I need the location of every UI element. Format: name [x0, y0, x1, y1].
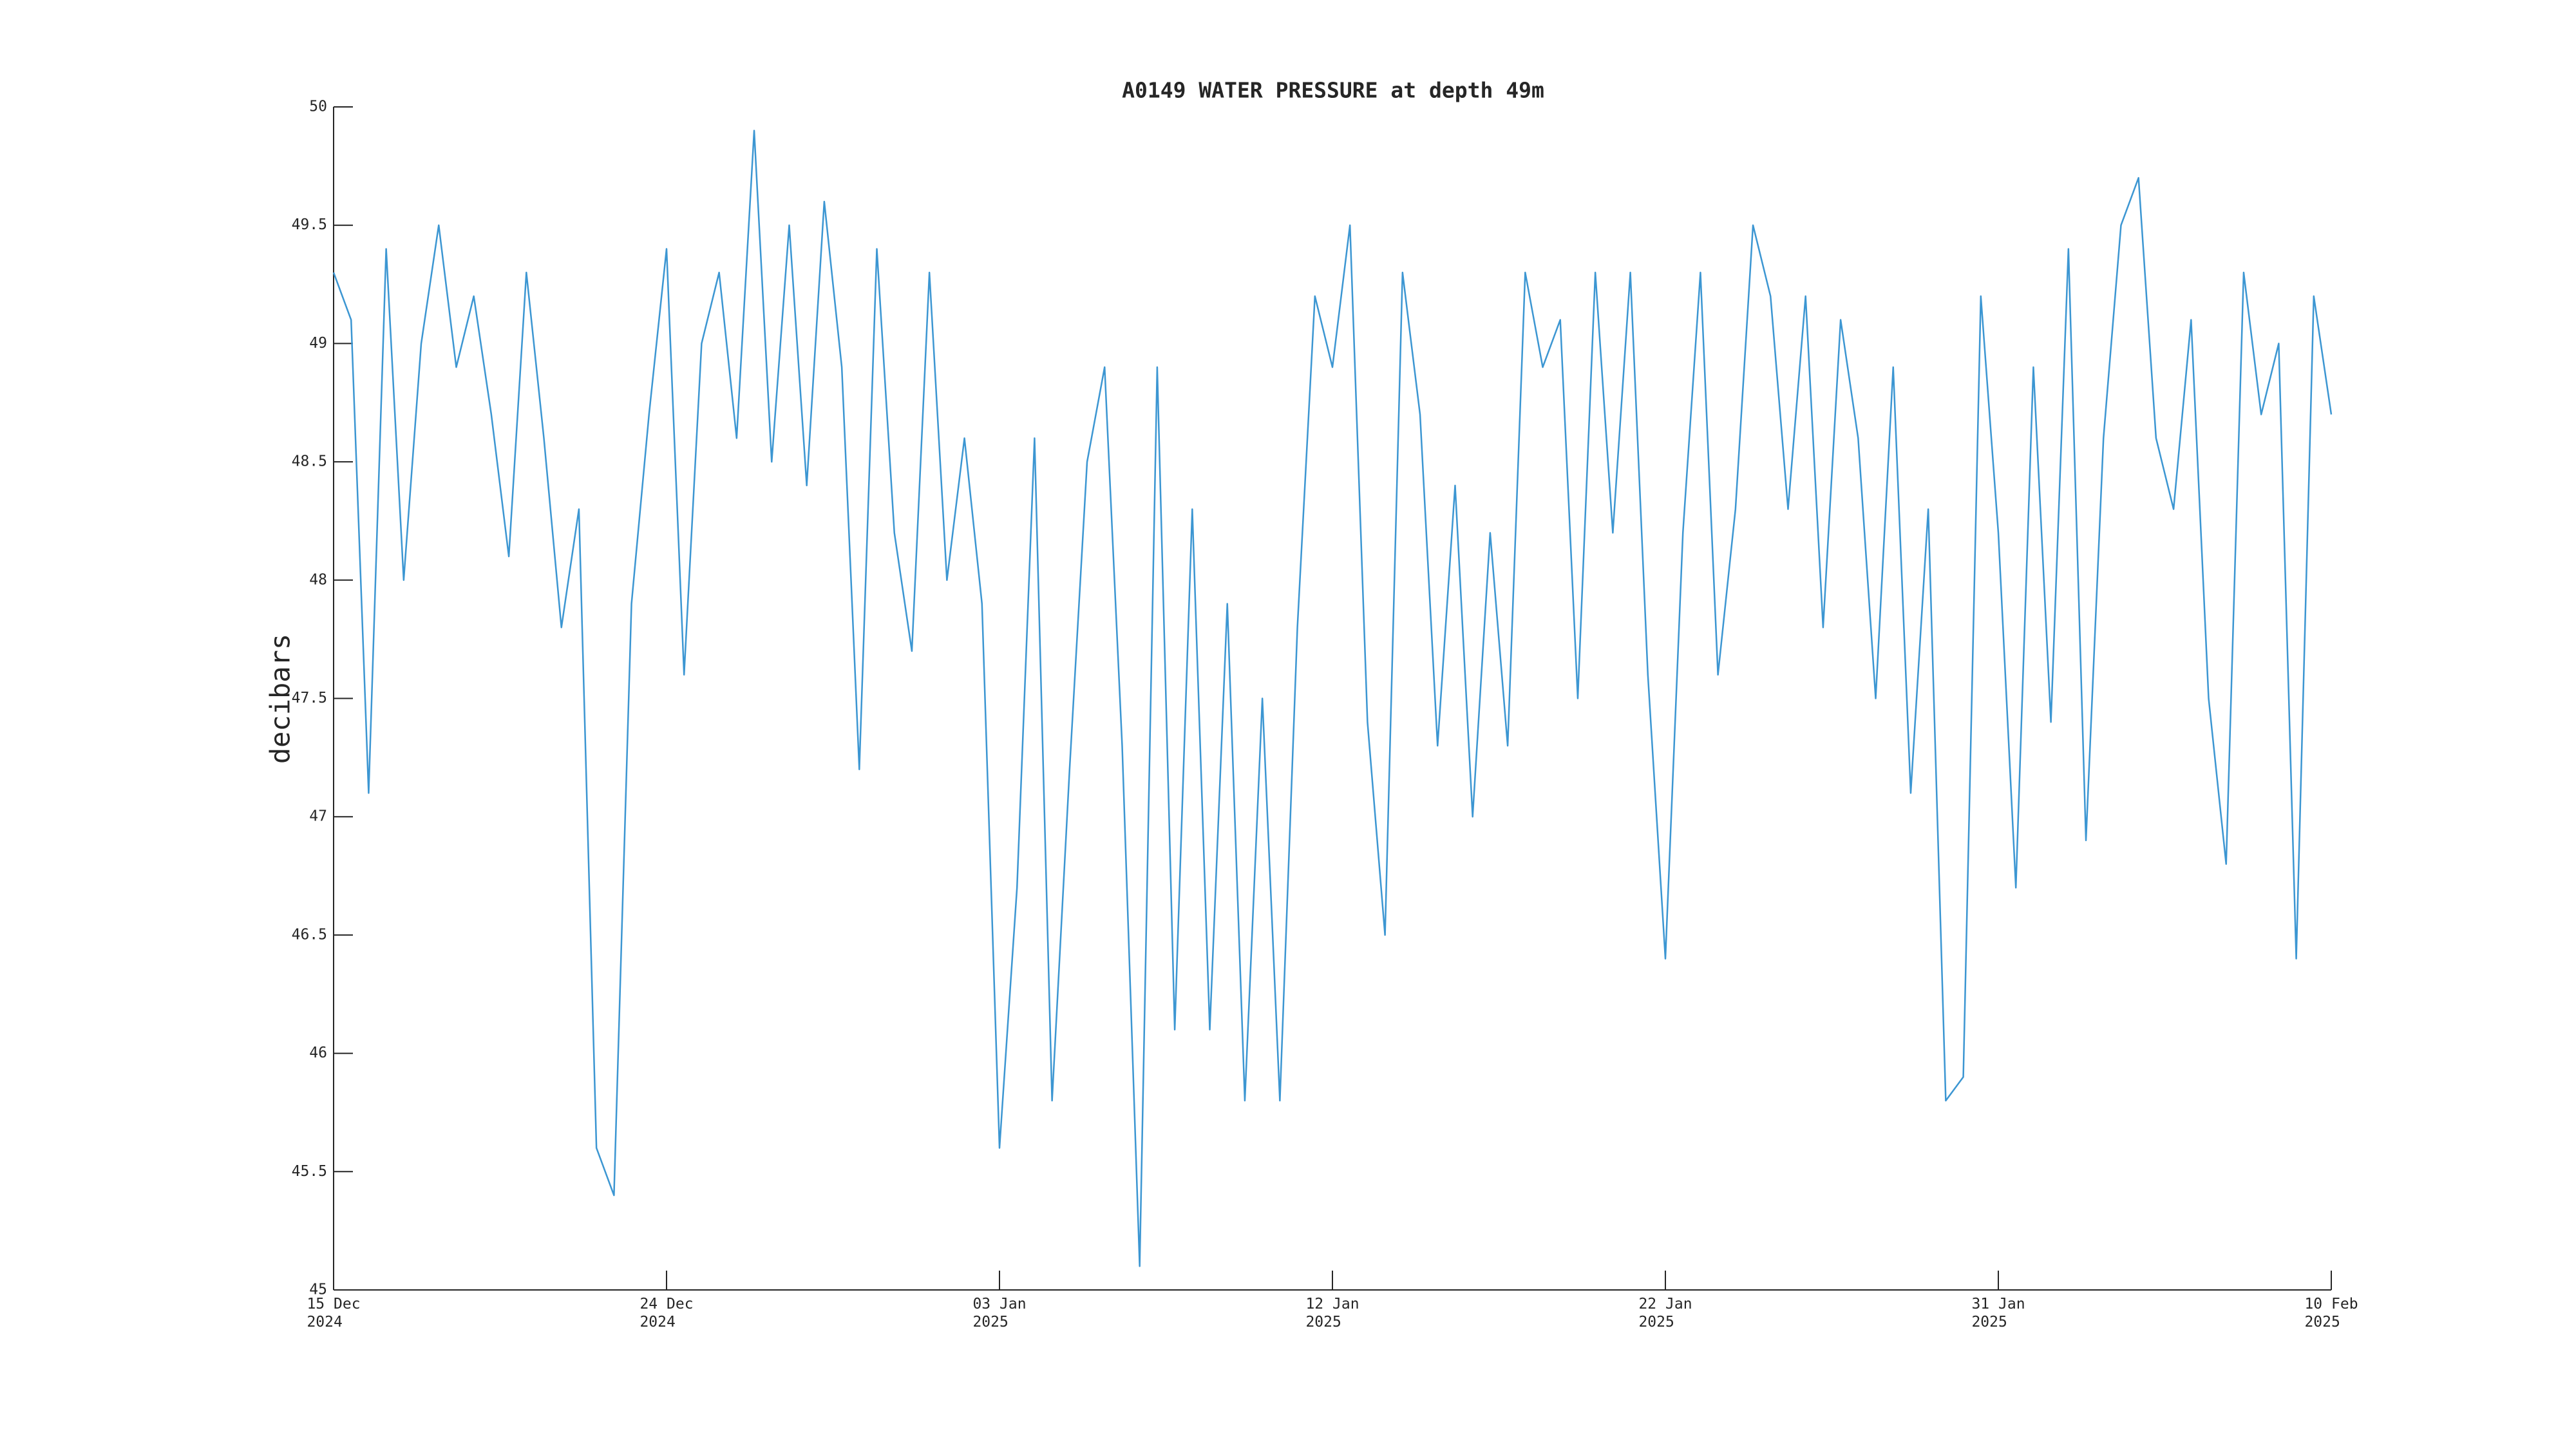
data-line [332, 129, 2333, 1267]
y-tick-label: 46 [309, 1045, 327, 1061]
y-tick-label: 45.5 [292, 1163, 327, 1180]
y-tick-label: 48.5 [292, 453, 327, 470]
y-tick-label: 45 [309, 1282, 327, 1298]
y-tick-label: 46.5 [292, 926, 327, 943]
x-tick-label: 10 Feb 2025 [2304, 1296, 2358, 1331]
x-tick-label: 15 Dec 2024 [307, 1296, 361, 1331]
x-tick-label: 22 Jan 2025 [1638, 1296, 1692, 1331]
y-axis-label: decibars [265, 634, 296, 764]
y-tick-label: 47 [309, 808, 327, 825]
chart-title: A0149 WATER PRESSURE at depth 49m [1122, 78, 1544, 103]
y-tick-label: 47.5 [292, 690, 327, 706]
x-tick-label: 03 Jan 2025 [972, 1296, 1027, 1331]
y-tick-label: 49.5 [292, 216, 327, 233]
x-tick-label: 24 Dec 2024 [639, 1296, 694, 1331]
x-tick-label: 12 Jan 2025 [1305, 1296, 1359, 1331]
x-tick-label: 31 Jan 2025 [1971, 1296, 2025, 1331]
y-tick-label: 50 [309, 99, 327, 115]
y-tick-label: 48 [309, 571, 327, 588]
y-tick-label: 49 [309, 335, 327, 352]
